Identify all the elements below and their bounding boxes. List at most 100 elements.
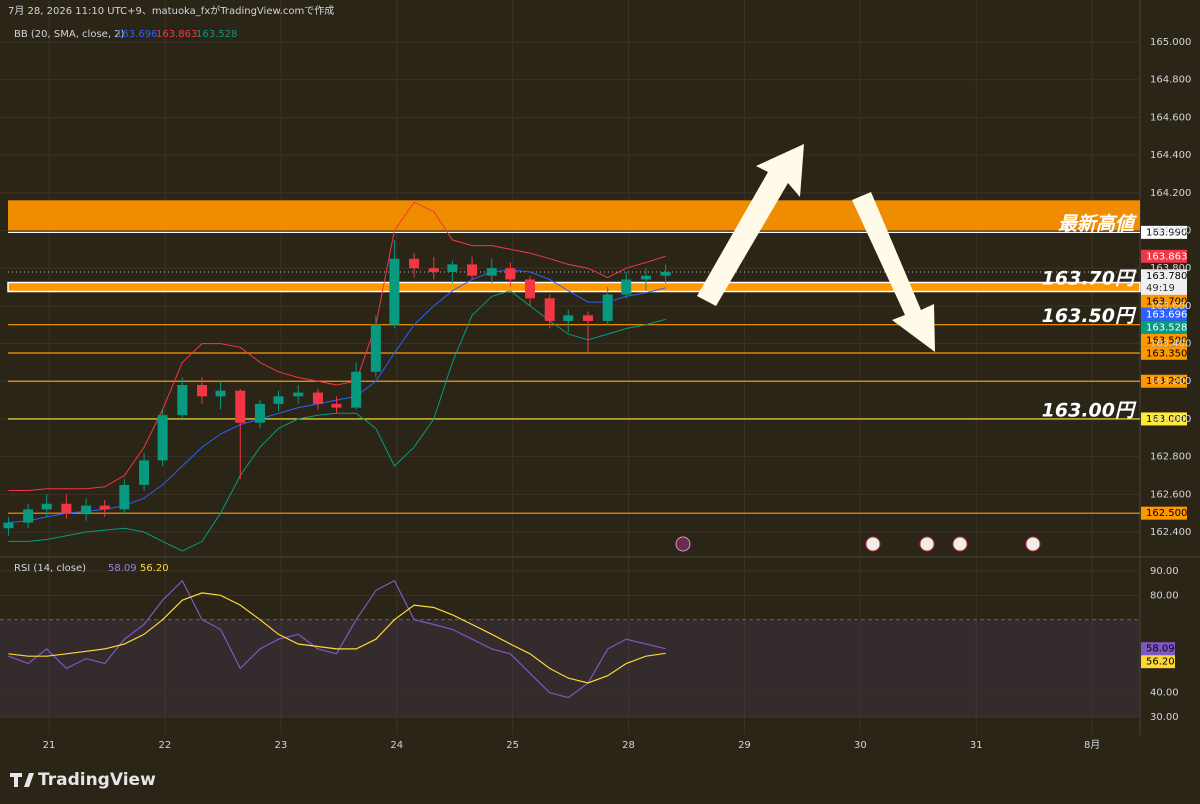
level-note: 163.50円 <box>1042 305 1137 327</box>
candle-body <box>563 315 574 321</box>
bb-line <box>8 290 666 552</box>
price-label-box <box>1141 269 1187 296</box>
candle-body <box>370 324 381 372</box>
y-tick-label: 163.400 <box>1150 339 1191 350</box>
candle-body <box>177 385 188 416</box>
candle-body <box>139 460 150 485</box>
price-label: 163.990 <box>1146 227 1187 238</box>
candle-body <box>486 268 497 276</box>
event-icon <box>675 536 691 552</box>
y-tick-label: 164.400 <box>1150 150 1191 161</box>
rsi-band <box>0 619 1140 718</box>
price-label-box <box>1141 294 1187 308</box>
rsi-line <box>8 579 666 699</box>
brand: TradingView <box>38 770 156 790</box>
x-tick-label: 25 <box>506 740 519 751</box>
x-tick-label: 24 <box>390 740 403 751</box>
bb-upper-value: 163.863 <box>156 29 197 40</box>
candle-body <box>660 271 671 276</box>
candle-body <box>3 522 14 529</box>
y-tick-label: 163.800 <box>1150 263 1191 274</box>
price-label: 163.780 <box>1146 271 1187 282</box>
candle-body <box>582 315 593 321</box>
price-label: 163.000 <box>1146 414 1187 425</box>
y-tick-label: 162.600 <box>1150 489 1191 500</box>
price-label-box <box>1141 374 1187 388</box>
candle-body <box>41 503 52 510</box>
price-label-box <box>1141 412 1187 426</box>
x-tick-label: 8月 <box>1084 739 1100 751</box>
rsi-line <box>8 592 666 684</box>
plot: 最新高値 163.70円 163.50円 163.00円 163.990 163.863 1… <box>3 200 1187 699</box>
price-label-box <box>1141 307 1187 321</box>
rsi-tick-label: 30.00 <box>1150 712 1179 723</box>
price-label-box <box>1141 249 1187 263</box>
price-label: 163.350 <box>1146 348 1187 359</box>
x-tick-label: 23 <box>274 740 287 751</box>
price-label-box <box>1141 506 1187 520</box>
price-label: 163.528 <box>1146 322 1187 333</box>
candle-body <box>428 268 439 272</box>
event-icon <box>919 536 935 552</box>
header: 7月 28, 2026 11:10 UTC+9、matuoka_fxがTradi… <box>8 4 334 17</box>
price-label-box <box>1141 333 1187 347</box>
candle-body <box>505 268 516 280</box>
price-label-box <box>1141 225 1187 239</box>
candle-body <box>119 484 130 510</box>
candle-body <box>293 392 304 397</box>
x-tick-label: 31 <box>970 740 983 751</box>
candle-body <box>409 258 420 269</box>
y-tick-label: 163.000 <box>1150 414 1191 425</box>
x-tick-label: 21 <box>43 740 56 751</box>
y-tick-label: 162.800 <box>1150 452 1191 463</box>
y-tick-label: 164.800 <box>1150 75 1191 86</box>
rsi-label-box <box>1141 642 1175 656</box>
rsi-value-label: 56.20 <box>1146 657 1175 668</box>
rsi-label: RSI (14, close) <box>14 563 86 574</box>
bb-label: BB (20, SMA, close, 2) <box>14 29 125 40</box>
candle-body <box>621 279 632 295</box>
arrows <box>697 144 935 352</box>
level-note: 最新高値 <box>1058 213 1138 235</box>
candle-body <box>235 390 246 423</box>
level-note: 163.00円 <box>1042 399 1137 421</box>
candle-body <box>273 396 284 404</box>
candle-body <box>157 415 168 461</box>
arrow-up <box>697 144 804 306</box>
price-label-box <box>1141 320 1187 334</box>
candle-body <box>351 371 362 408</box>
bb-line <box>8 201 666 491</box>
level-band <box>7 281 1141 293</box>
y-tick-label: 165.000 <box>1150 37 1191 48</box>
event-icon <box>865 536 881 552</box>
rsi-tick-label: 40.00 <box>1150 688 1179 699</box>
candle-body <box>215 390 226 397</box>
candle-body <box>23 509 34 523</box>
y-tick-label: 164.200 <box>1150 188 1191 199</box>
candle-body <box>447 264 458 272</box>
candle-body <box>389 258 400 325</box>
candle-body <box>81 505 92 514</box>
rsi-tick-label: 90.00 <box>1150 566 1179 577</box>
candle-body <box>312 392 323 404</box>
price-label: 163.500 <box>1146 335 1187 346</box>
y-tick-label: 164.600 <box>1150 112 1191 123</box>
bb-mid-value: 163.696 <box>116 29 157 40</box>
price-label: 163.863 <box>1146 251 1187 262</box>
candle-body <box>544 298 555 321</box>
rsi-ma-value: 56.20 <box>140 563 169 574</box>
brand-logo <box>10 773 34 787</box>
event-icon <box>1025 536 1041 552</box>
arrow-down <box>852 192 935 352</box>
rsi-label-box <box>1141 655 1175 669</box>
candle-body <box>61 503 72 514</box>
candle-body <box>602 294 613 321</box>
event-icon <box>952 536 968 552</box>
candle-body <box>525 279 536 299</box>
candle-body <box>254 403 265 423</box>
candle-body <box>467 264 478 276</box>
price-label: 163.700 <box>1146 296 1187 307</box>
